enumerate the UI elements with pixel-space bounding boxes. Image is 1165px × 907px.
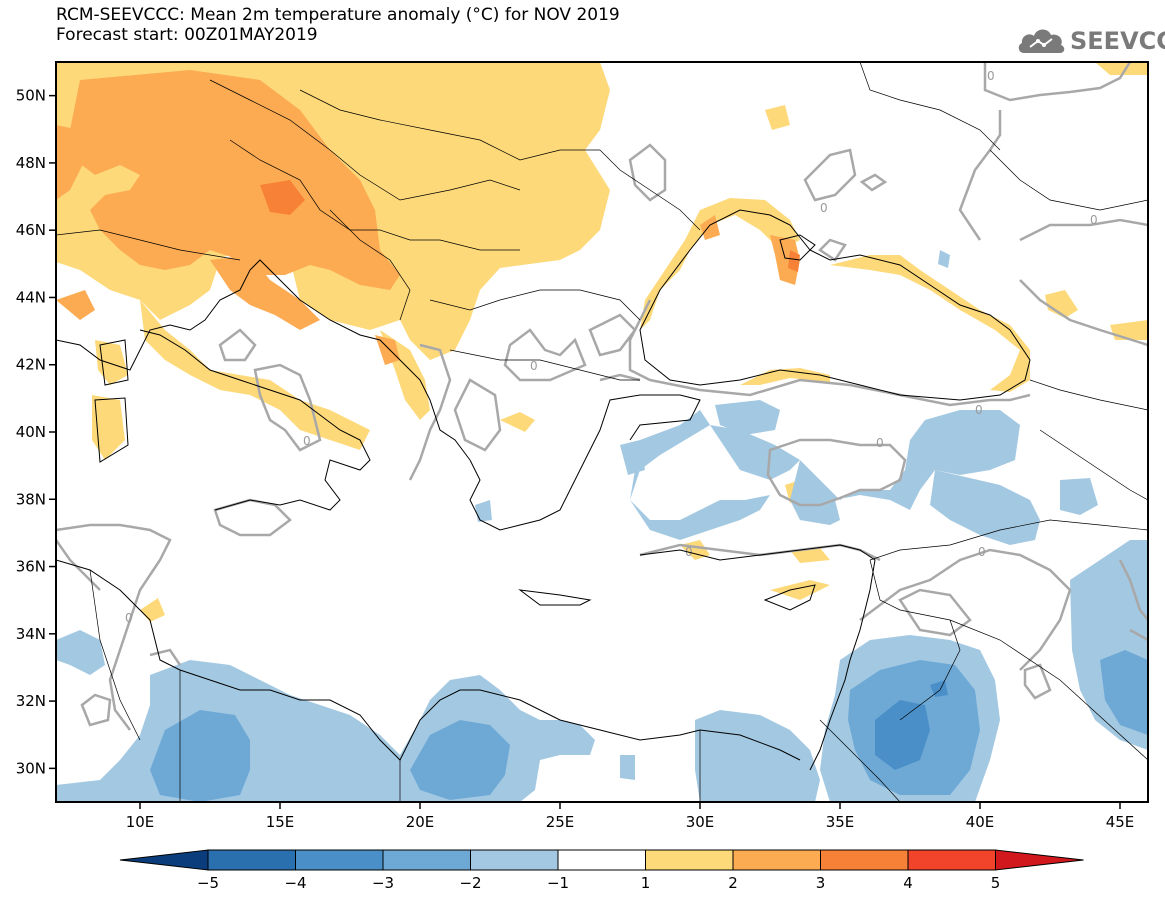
x-tick-label: 25E [546,813,575,831]
y-tick-label: 30N [16,759,46,777]
colorbar-segment [732,849,821,871]
svg-text:0: 0 [820,201,828,215]
colorbar-segment [207,849,296,871]
colorbar-label: −5 [197,874,219,892]
colorbar-label: −4 [284,874,306,892]
colorbar-segment [645,849,734,871]
colorbar-label: 2 [728,874,738,892]
cloud-icon [1018,29,1065,53]
x-axis: 10E 15E 20E 25E 30E 35E 40E 45E [126,802,1135,831]
svg-text:0: 0 [987,69,995,83]
y-tick-label: 42N [16,356,46,374]
colorbar: −5 −4 −3 −2 −1 1 2 3 4 5 [119,849,1084,892]
colorbar-arrow-high [995,849,1084,871]
svg-text:0: 0 [530,359,538,373]
x-tick-label: 45E [1106,813,1135,831]
y-tick-label: 38N [16,490,46,508]
colorbar-segment [557,849,646,871]
colorbar-label: 3 [816,874,826,892]
y-tick-label: 46N [16,221,46,239]
y-tick-label: 40N [16,423,46,441]
x-tick-label: 20E [406,813,435,831]
map-title: RCM-SEEVCCC: Mean 2m temperature anomaly… [56,6,620,46]
colorbar-label: 4 [903,874,913,892]
x-tick-label: 40E [966,813,995,831]
svg-text:0: 0 [975,403,983,417]
y-tick-label: 50N [16,87,46,105]
x-tick-label: 15E [266,813,295,831]
colorbar-segment [382,849,471,871]
colorbar-label: 1 [641,874,651,892]
colorbar-label: −1 [547,874,569,892]
x-tick-label: 30E [686,813,715,831]
y-tick-label: 36N [16,558,46,576]
warm-anomaly-3-4 [260,180,800,272]
colorbar-segment [470,849,559,871]
warm-anomaly-2-3 [56,70,800,365]
svg-text:0: 0 [303,434,311,448]
svg-text:0: 0 [125,611,133,625]
colorbar-label: −3 [372,874,394,892]
colorbar-segment [295,849,384,871]
seevccc-logo: SEEVCCC [1016,23,1165,57]
x-tick-label: 35E [826,813,855,831]
y-tick-label: 34N [16,625,46,643]
colorbar-arrow-low [119,849,209,871]
title-line-2: Forecast start: 00Z01MAY2019 [56,25,318,45]
logo-text: SEEVCCC [1070,27,1165,55]
y-tick-label: 44N [16,288,46,306]
country-borders [56,62,1148,802]
svg-text:0: 0 [978,545,986,559]
title-line-1: RCM-SEEVCCC: Mean 2m temperature anomaly… [56,5,620,25]
map-panel: 0 0 0 0 0 0 0 0 0 0 [56,62,1148,802]
svg-text:0: 0 [876,436,884,450]
colorbar-label: −2 [459,874,481,892]
svg-text:0: 0 [1090,213,1098,227]
colorbar-label: 5 [991,874,1001,892]
colorbar-segment [820,849,909,871]
x-tick-label: 10E [126,813,155,831]
cold-anomaly-3-4 [875,680,948,770]
colorbar-segment [907,849,996,871]
y-tick-label: 32N [16,692,46,710]
y-axis: 50N 48N 46N 44N 42N 40N 38N 36N 34N 32N 30N [16,87,56,777]
y-tick-label: 48N [16,154,46,172]
